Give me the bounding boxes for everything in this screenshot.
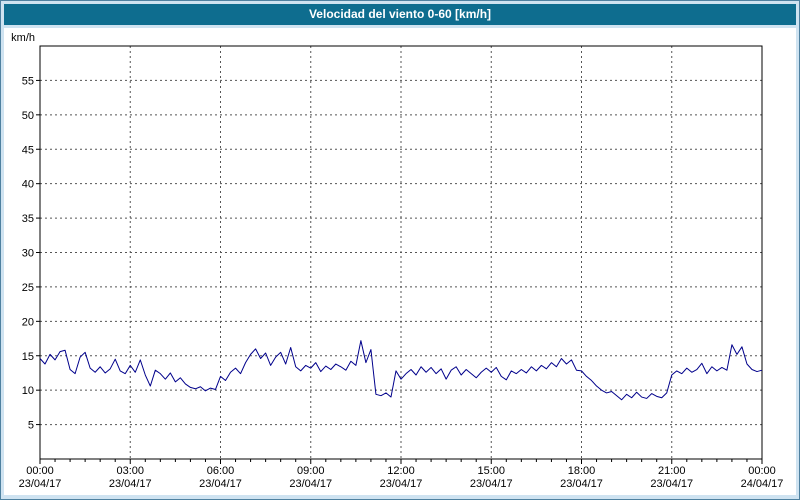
series-line — [39, 340, 763, 401]
x-tick-date-label: 23/04/17 — [199, 478, 242, 490]
x-tick-time-label: 06:00 — [207, 465, 235, 477]
x-tick-time-label: 00:00 — [26, 465, 54, 477]
x-tick-date-label: 23/04/17 — [560, 478, 603, 490]
x-tick-time-label: 00:00 — [748, 465, 776, 477]
x-tick-time-label: 21:00 — [658, 465, 686, 477]
wind-speed-chart: 51015202530354045505500:0023/04/1703:002… — [11, 32, 784, 490]
x-tick-time-label: 03:00 — [116, 465, 144, 477]
x-tick-date-label: 24/04/17 — [741, 478, 784, 490]
x-tick-date-label: 23/04/17 — [380, 478, 423, 490]
y-tick-label: 40 — [22, 179, 34, 191]
y-tick-label: 55 — [22, 75, 34, 87]
x-tick-date-label: 23/04/17 — [289, 478, 332, 490]
y-tick-label: 45 — [22, 144, 34, 156]
x-tick-date-label: 23/04/17 — [19, 478, 62, 490]
y-tick-label: 35 — [22, 213, 34, 225]
x-tick-time-label: 18:00 — [568, 465, 596, 477]
x-tick-time-label: 09:00 — [297, 465, 325, 477]
y-tick-label: 5 — [28, 420, 34, 432]
chart-panel: 5 10 15 20 25 30 35 40 45 50 55 00:00 23/04/17 03:00 2… — [4, 28, 796, 495]
y-tick-label: 25 — [22, 282, 34, 294]
chart-title-bar: Velocidad del viento 0-60 [km/h] — [4, 4, 796, 25]
x-tick-date-label: 23/04/17 — [650, 478, 693, 490]
y-tick-label: 20 — [22, 316, 34, 328]
y-tick-label: 50 — [22, 110, 34, 122]
y-tick-label: 10 — [22, 385, 34, 397]
y-tick-label: 15 — [22, 351, 34, 363]
y-axis-unit-label: km/h — [11, 32, 35, 44]
x-tick-date-label: 23/04/17 — [470, 478, 513, 490]
x-tick-date-label: 23/04/17 — [109, 478, 152, 490]
plot-border — [39, 45, 763, 460]
y-tick-label: 30 — [22, 248, 34, 260]
x-tick-time-label: 12:00 — [387, 465, 415, 477]
x-tick-time-label: 15:00 — [477, 465, 505, 477]
